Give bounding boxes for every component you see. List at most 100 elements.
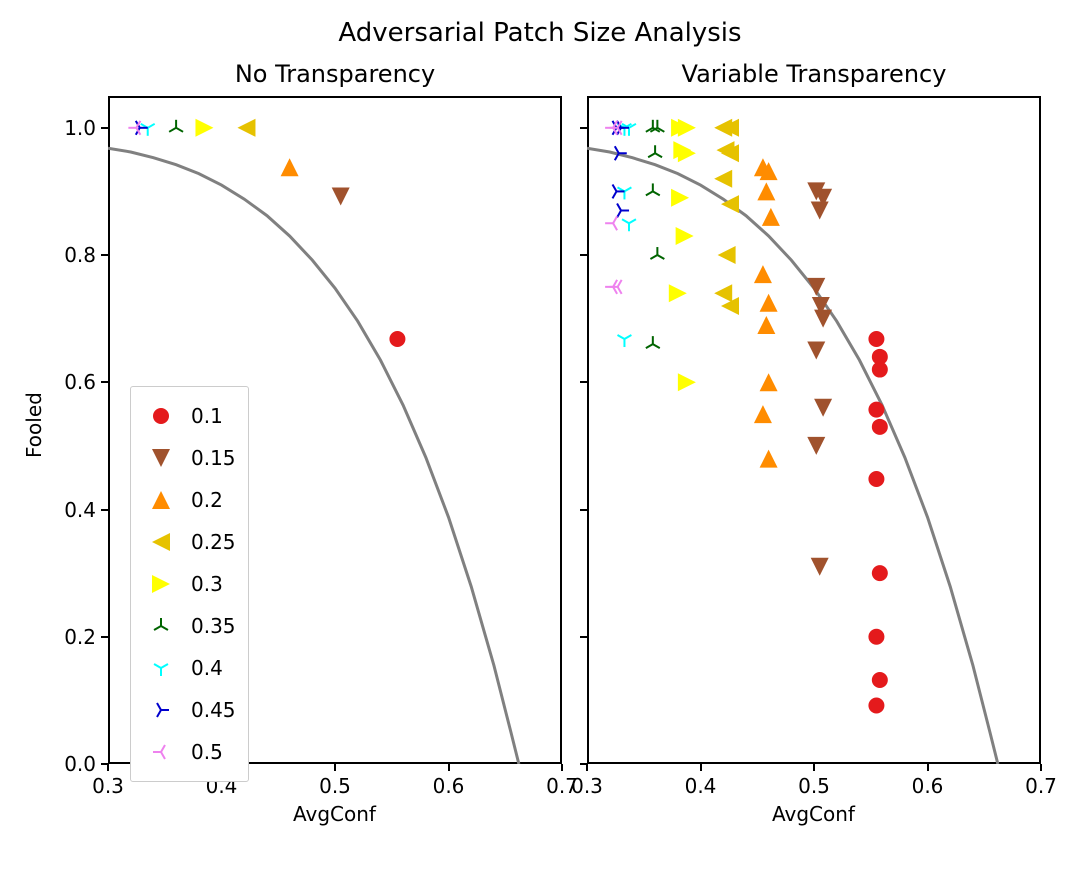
xtick-mark <box>107 764 109 771</box>
legend-item: 0.4 <box>141 647 236 689</box>
legend-item: 0.25 <box>141 521 236 563</box>
scatter-point <box>613 184 625 198</box>
ytick-label: 0.0 <box>60 752 96 776</box>
scatter-point <box>617 204 629 218</box>
xtick-label: 0.5 <box>319 774 351 798</box>
ytick-mark <box>580 127 587 129</box>
ytick-label: 0.4 <box>60 498 96 522</box>
scatter-point <box>807 341 825 359</box>
scatter-point <box>678 119 696 137</box>
legend-item: 0.1 <box>141 395 236 437</box>
panel-title-0: No Transparency <box>108 60 562 88</box>
figure-suptitle: Adversarial Patch Size Analysis <box>0 18 1080 48</box>
scatter-point <box>872 565 888 581</box>
scatter-point <box>754 265 772 283</box>
figure: Adversarial Patch Size Analysis No Trans… <box>0 0 1080 876</box>
scatter-point <box>872 362 888 378</box>
ytick-mark <box>101 763 108 765</box>
scatter-point <box>868 331 884 347</box>
scatter-point <box>718 246 736 264</box>
scatter-point <box>678 144 696 162</box>
scatter-point <box>868 471 884 487</box>
legend-marker-icon <box>141 404 181 428</box>
scatter-point <box>169 120 183 132</box>
scatter-point <box>650 247 664 259</box>
xtick-mark <box>586 764 588 771</box>
legend-label: 0.35 <box>181 614 236 638</box>
ytick-mark <box>580 254 587 256</box>
scatter-point <box>868 402 884 418</box>
legend-marker-icon <box>141 572 181 596</box>
xlabel: AvgConf <box>772 802 855 826</box>
ytick-label: 0.8 <box>60 243 96 267</box>
ytick-mark <box>101 636 108 638</box>
xtick-mark <box>561 764 563 771</box>
ylabel: Fooled <box>22 392 46 458</box>
scatter-point <box>141 124 155 136</box>
xtick-label: 0.7 <box>1025 774 1057 798</box>
scatter-point <box>760 373 778 391</box>
ytick-mark <box>580 509 587 511</box>
scatter-point <box>128 121 140 135</box>
scatter-point <box>714 170 732 188</box>
ytick-mark <box>580 636 587 638</box>
scatter-point <box>762 208 780 226</box>
scatter-point <box>676 227 694 245</box>
legend-marker-icon <box>141 488 181 512</box>
ytick-label: 0.2 <box>60 625 96 649</box>
legend-marker-icon <box>141 614 181 638</box>
scatter-point <box>605 216 617 230</box>
xtick-mark <box>1040 764 1042 771</box>
scatter-point <box>754 405 772 423</box>
legend-item: 0.45 <box>141 689 236 731</box>
panel-title-1: Variable Transparency <box>587 60 1041 88</box>
ytick-mark <box>101 127 108 129</box>
scatter-point <box>760 450 778 468</box>
scatter-point <box>872 672 888 688</box>
legend-label: 0.5 <box>181 740 223 764</box>
legend-marker-icon <box>141 446 181 470</box>
legend-label: 0.45 <box>181 698 236 722</box>
legend-label: 0.1 <box>181 404 223 428</box>
scatter-point <box>811 558 829 576</box>
xtick-label: 0.6 <box>912 774 944 798</box>
scatter-point <box>622 219 636 231</box>
xtick-mark <box>813 764 815 771</box>
xtick-label: 0.3 <box>571 774 603 798</box>
xtick-label: 0.3 <box>92 774 124 798</box>
xtick-label: 0.5 <box>798 774 830 798</box>
ytick-label: 1.0 <box>60 116 96 140</box>
scatter-point <box>814 399 832 417</box>
scatter-point <box>646 336 660 348</box>
scatter-point <box>868 697 884 713</box>
scatter-point <box>671 189 689 207</box>
scatter-point <box>648 145 662 157</box>
legend-label: 0.25 <box>181 530 236 554</box>
scatter-point <box>807 437 825 455</box>
xtick-label: 0.4 <box>685 774 717 798</box>
xtick-mark <box>927 764 929 771</box>
ytick-mark <box>101 509 108 511</box>
scatter-point <box>195 119 213 137</box>
legend-label: 0.2 <box>181 488 223 512</box>
legend-marker-icon <box>141 698 181 722</box>
scatter-point <box>872 419 888 435</box>
xtick-mark <box>700 764 702 771</box>
ytick-mark <box>101 254 108 256</box>
scatter-point <box>757 182 775 200</box>
legend-item: 0.15 <box>141 437 236 479</box>
scatter-point <box>669 284 687 302</box>
ytick-mark <box>580 381 587 383</box>
scatter-point <box>757 316 775 334</box>
xlabel: AvgConf <box>293 802 376 826</box>
scatter-point <box>389 331 405 347</box>
scatter-point <box>237 119 255 137</box>
legend-marker-icon <box>141 530 181 554</box>
ytick-mark <box>101 381 108 383</box>
legend-item: 0.5 <box>141 731 236 773</box>
scatter-point <box>617 335 631 347</box>
scatter-point <box>646 183 660 195</box>
legend-item: 0.35 <box>141 605 236 647</box>
xtick-mark <box>448 764 450 771</box>
legend-item: 0.3 <box>141 563 236 605</box>
